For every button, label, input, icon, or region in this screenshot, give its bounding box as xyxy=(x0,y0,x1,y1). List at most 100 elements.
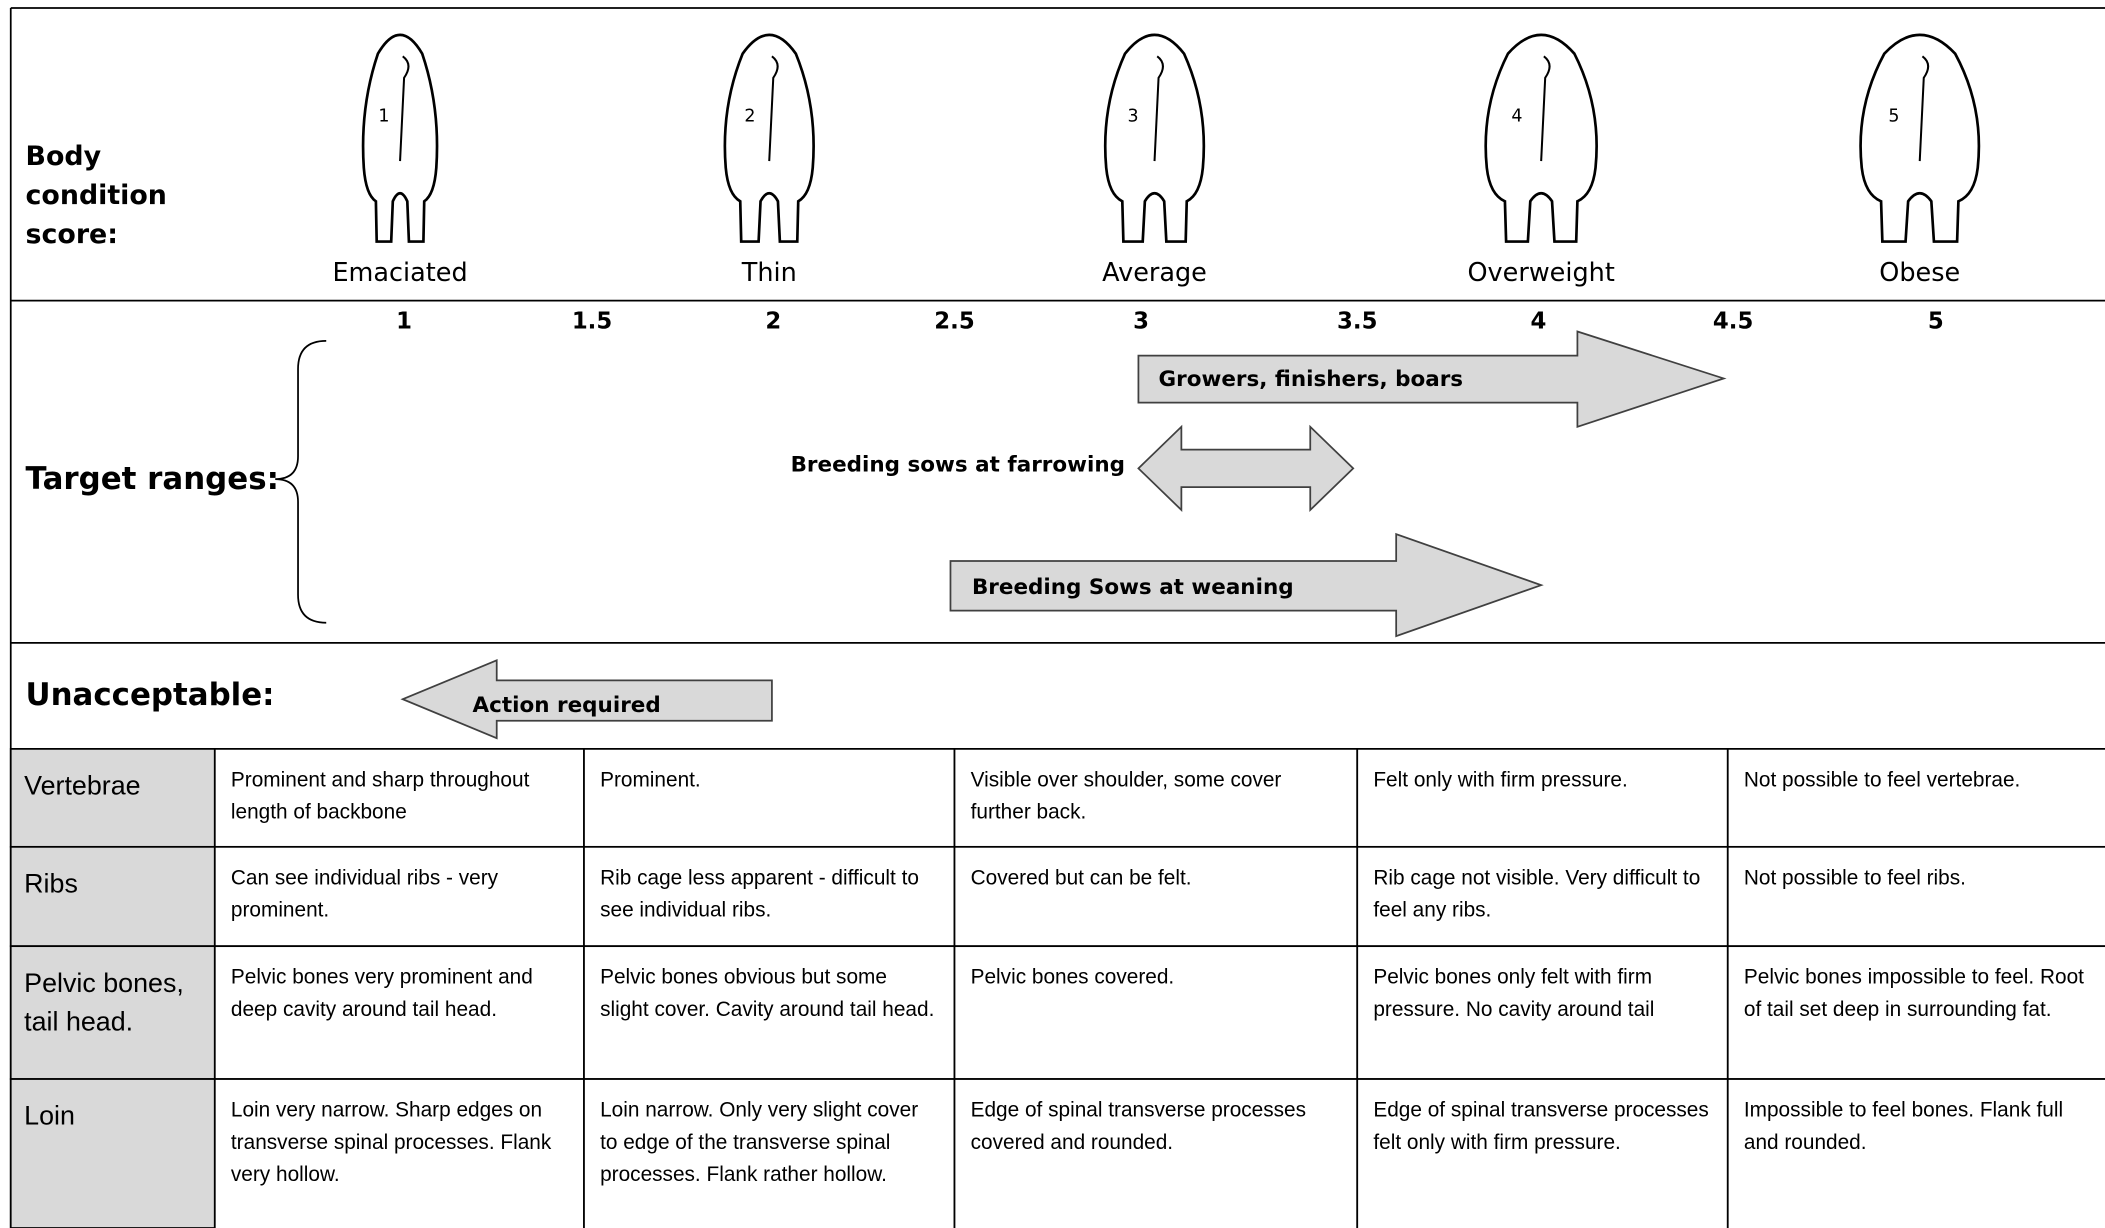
row-label-box: Vertebrae xyxy=(24,771,141,802)
cell-border xyxy=(583,845,956,948)
row-header-bg xyxy=(9,1078,216,1228)
cell-border xyxy=(953,845,1359,948)
cell-border xyxy=(953,945,1359,1080)
cell-text: Pelvic bones obvious but some slight cov… xyxy=(600,966,935,1022)
action-label: Action required xyxy=(473,693,661,718)
pig-tail xyxy=(399,55,410,162)
pig-number: 5 xyxy=(1888,107,1899,127)
unacceptable-label: Unacceptable: xyxy=(26,677,275,713)
picture-label: Overweight xyxy=(1467,258,1614,288)
cell-text: Pelvic bones covered. xyxy=(970,966,1175,990)
range-arrow xyxy=(949,532,1544,638)
cell-border xyxy=(213,1078,585,1228)
range-label: Growers, finishers, boars xyxy=(1159,367,1464,392)
pig-number: 3 xyxy=(1127,107,1138,127)
cell-text-box: Impossible to feel bones. Flank full and… xyxy=(1743,1099,2064,1155)
row-header-bg xyxy=(9,845,216,948)
picture-label: Average xyxy=(1102,258,1207,288)
pig-tail xyxy=(1153,55,1164,162)
row-label-box: Ribs xyxy=(24,869,78,900)
cell-text: Not possible to feel ribs. xyxy=(1743,866,1966,890)
cell-text: Prominent. xyxy=(600,769,701,792)
range-arrows xyxy=(400,330,1727,740)
cell-border xyxy=(953,1078,1359,1228)
cell-text: Visible over shoulder, some cover furthe… xyxy=(970,769,1282,825)
target-label: Target ranges: xyxy=(26,461,279,497)
row-label: Vertebrae xyxy=(24,771,141,802)
cell-text-box: Loin narrow. Only very slight cover to e… xyxy=(600,1099,919,1187)
picture-label: Emaciated xyxy=(332,258,467,288)
cell-text: Prominent and sharp throughout length of… xyxy=(230,769,530,825)
row-label-box: Pelvic bones, tail head. xyxy=(24,969,184,1037)
pig-tail xyxy=(1918,55,1930,162)
scale-label: 3 xyxy=(1133,309,1149,335)
range-arrow xyxy=(1137,424,1355,513)
cell-text: Pelvic bones very prominent and deep cav… xyxy=(230,966,533,1022)
cell-border xyxy=(1726,1078,2105,1228)
description-table: Vertebrae Prominent and sharp throughout … xyxy=(9,748,2105,1228)
scale-label: 5 xyxy=(1928,309,1944,335)
cell-text: Loin very narrow. Sharp edges on transve… xyxy=(230,1099,552,1187)
scale-label: 1.5 xyxy=(572,309,612,335)
cell-text: Not possible to feel vertebrae. xyxy=(1743,769,2021,792)
cell-border xyxy=(1726,748,2105,848)
cell-text: Rib cage not visible. Very difficult to … xyxy=(1373,866,1701,923)
cell-border xyxy=(213,748,585,848)
cell-text-box: Rib cage not visible. Very difficult to … xyxy=(1373,866,1701,923)
row-header-bg xyxy=(9,748,216,848)
range-arrow xyxy=(1137,330,1727,428)
row-label-box: Loin xyxy=(24,1101,75,1132)
cell-border xyxy=(1726,845,2105,948)
range-label: Breeding sows at farrowing xyxy=(791,453,1125,478)
cell-text-box: Pelvic bones very prominent and deep cav… xyxy=(230,966,533,1022)
row-label: Loin xyxy=(24,1101,75,1132)
scale-label: 2 xyxy=(765,309,781,335)
row-header-bg xyxy=(9,945,216,1080)
cell-text: Can see individual ribs - very prominent… xyxy=(230,866,499,923)
cell-text-box: Felt only with firm pressure. xyxy=(1373,769,1628,792)
cell-text-box: Prominent. xyxy=(600,769,701,792)
cell-text-box: Not possible to feel ribs. xyxy=(1743,866,1966,890)
cell-text: Loin narrow. Only very slight cover to e… xyxy=(600,1099,919,1187)
pig-outline xyxy=(1103,33,1206,243)
pig-number: 1 xyxy=(378,107,389,127)
pig-number: 4 xyxy=(1511,107,1522,127)
cell-border xyxy=(1356,1078,1729,1228)
cell-border xyxy=(583,945,956,1080)
pig-outline xyxy=(1859,33,1981,243)
picture-label: Thin xyxy=(741,258,797,288)
scale-label: 4.5 xyxy=(1713,309,1753,335)
cell-text-box: Edge of spinal transverse processes felt… xyxy=(1373,1099,1709,1155)
pig-tail xyxy=(1540,55,1551,162)
row-label: Ribs xyxy=(24,869,78,900)
scale-label: 3.5 xyxy=(1337,309,1377,335)
cell-text-box: Pelvic bones only felt with firm pressur… xyxy=(1373,966,1655,1022)
cell-text: Pelvic bones impossible to feel. Root of… xyxy=(1743,966,2084,1022)
cell-text: Edge of spinal transverse processes cove… xyxy=(970,1099,1307,1155)
cell-text-box: Loin very narrow. Sharp edges on transve… xyxy=(230,1099,552,1187)
cell-text-box: Pelvic bones covered. xyxy=(970,966,1175,990)
range-label: Breeding Sows at weaning xyxy=(972,575,1294,600)
scale-label: 4 xyxy=(1531,309,1547,335)
cell-text-box: Can see individual ribs - very prominent… xyxy=(230,866,499,923)
cell-text-box: Pelvic bones obvious but some slight cov… xyxy=(600,966,935,1022)
cell-text: Impossible to feel bones. Flank full and… xyxy=(1743,1099,2064,1155)
pig-outline xyxy=(361,33,439,243)
cell-text: Edge of spinal transverse processes felt… xyxy=(1373,1099,1709,1155)
cell-text-box: Rib cage less apparent - difficult to se… xyxy=(600,867,919,922)
scale-label: 1 xyxy=(396,309,412,335)
cell-text: Pelvic bones only felt with firm pressur… xyxy=(1373,966,1655,1022)
cell-text-box: Covered but can be felt. xyxy=(971,867,1192,890)
pig-outline xyxy=(723,33,815,243)
cell-border xyxy=(1726,945,2105,1080)
scale-label: 2.5 xyxy=(934,309,974,335)
pig-outline xyxy=(1484,33,1598,243)
cell-text: Felt only with firm pressure. xyxy=(1373,769,1628,792)
cell-text-box: Not possible to feel vertebrae. xyxy=(1743,769,2021,792)
cell-border xyxy=(213,945,585,1080)
cell-border xyxy=(583,748,956,848)
pig-number: 2 xyxy=(744,107,755,127)
brace xyxy=(275,340,327,624)
action-arrow xyxy=(400,658,773,740)
